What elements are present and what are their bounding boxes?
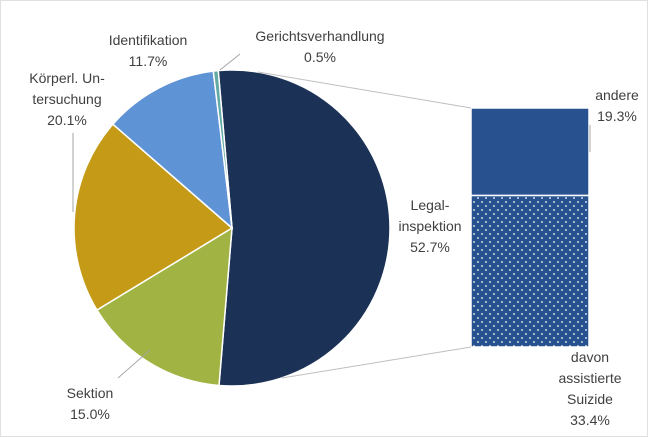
data-value-label: 20.1% [47, 112, 87, 128]
pie-slice [212, 69, 233, 229]
data-value-label: 15.0% [70, 406, 110, 422]
leader-line [219, 53, 241, 71]
data-label: davon assistierte Suizide [558, 349, 621, 407]
pie-slice [73, 123, 234, 312]
pie-slice [217, 69, 391, 387]
pie-slice [111, 70, 233, 230]
data-value-label: 33.4% [570, 412, 610, 428]
bar-segment [470, 194, 590, 348]
data-label: Sektion [67, 385, 114, 401]
data-label: Identifikation [109, 32, 188, 48]
data-label: Körperl. Un-tersuchung [29, 70, 105, 107]
data-label: Legal-inspektion [398, 197, 461, 234]
bar-segment [470, 107, 590, 197]
data-label: andere [595, 87, 639, 103]
data-value-label: 11.7% [129, 53, 168, 69]
data-value-label: 0.5% [304, 49, 336, 65]
connector [257, 71, 472, 109]
data-value-label: 19.3% [597, 108, 637, 124]
pie-slice [95, 226, 233, 387]
connector [281, 346, 472, 379]
data-label: Gerichtsverhandlung [255, 28, 384, 44]
leader-line [117, 349, 151, 379]
data-value-label: 52.7% [410, 239, 450, 255]
